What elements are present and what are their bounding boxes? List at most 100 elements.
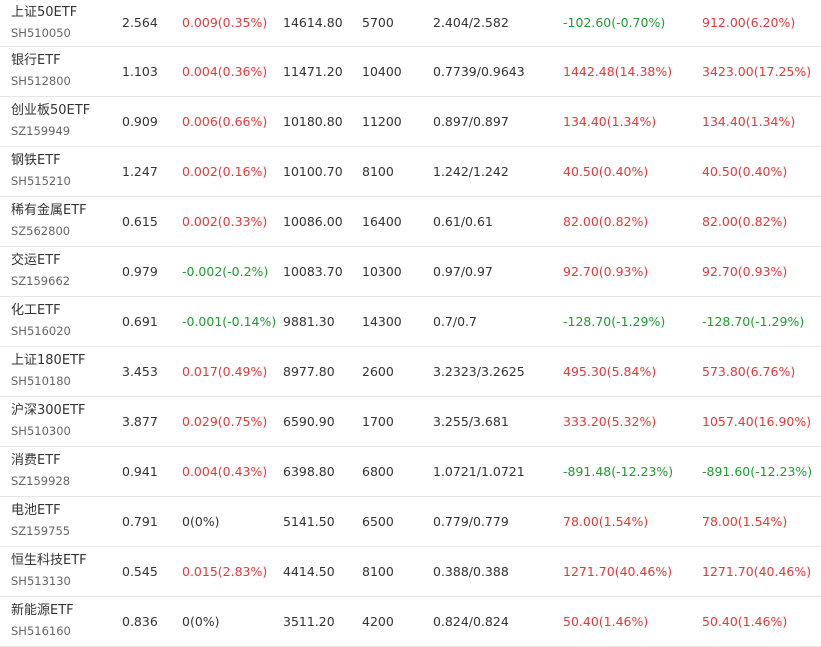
volume-cell: 8100 xyxy=(362,163,394,179)
total-pnl-cell: 1271.70(40.46%) xyxy=(702,563,812,579)
fund-cell[interactable]: 新能源ETF SH516160 xyxy=(0,596,122,646)
amount-cell: 11471.20 xyxy=(283,63,343,79)
bid-ask-cell: 2.404/2.582 xyxy=(433,15,509,31)
volume-cell: 4200 xyxy=(362,613,394,629)
fund-cell[interactable]: 创业板50ETF SZ159949 xyxy=(0,96,122,146)
pnl-cell: 1271.70(40.46%) xyxy=(563,563,673,579)
bid-ask-cell: 0.824/0.824 xyxy=(433,613,509,629)
change-cell: 0(0%) xyxy=(182,513,220,529)
change-cell: 0.009(0.35%) xyxy=(182,15,268,31)
amount-cell: 14614.80 xyxy=(283,15,343,31)
fund-name[interactable]: 上证50ETF xyxy=(11,4,78,20)
table-row[interactable]: 沪深300ETF SH510300 3.877 0.029(0.75%) 659… xyxy=(0,396,821,446)
price-cell: 0.941 xyxy=(122,463,158,479)
pnl-cell: 495.30(5.84%) xyxy=(563,363,657,379)
fund-name[interactable]: 上证180ETF xyxy=(11,353,86,368)
fund-name[interactable]: 交运ETF xyxy=(11,253,61,268)
table-row[interactable]: 电池ETF SZ159755 0.791 0(0%) 5141.50 6500 … xyxy=(0,496,821,546)
bid-ask-cell: 3.255/3.681 xyxy=(433,413,509,429)
amount-cell: 6590.90 xyxy=(283,413,335,429)
price-cell: 0.979 xyxy=(122,263,158,279)
bid-ask-cell: 0.388/0.388 xyxy=(433,563,509,579)
price-cell: 1.247 xyxy=(122,163,158,179)
table-row[interactable]: 交运ETF SZ159662 0.979 -0.002(-0.2%) 10083… xyxy=(0,246,821,296)
fund-cell[interactable]: 上证180ETF SH510180 xyxy=(0,346,122,396)
change-cell: 0.004(0.43%) xyxy=(182,463,268,479)
fund-code: SZ159662 xyxy=(11,274,71,288)
table-row[interactable]: 化工ETF SH516020 0.691 -0.001(-0.14%) 9881… xyxy=(0,296,821,346)
change-cell: -0.001(-0.14%) xyxy=(182,313,277,329)
table-row[interactable]: 钢铁ETF SH515210 1.247 0.002(0.16%) 10100.… xyxy=(0,146,821,196)
table-row[interactable]: 上证50ETF SH510050 2.564 0.009(0.35%) 1461… xyxy=(0,0,821,46)
pnl-cell: 40.50(0.40%) xyxy=(563,163,649,179)
fund-cell[interactable]: 沪深300ETF SH510300 xyxy=(0,396,122,446)
total-pnl-cell: 82.00(0.82%) xyxy=(702,213,788,229)
fund-code: SZ159755 xyxy=(11,524,71,538)
total-pnl-cell: 50.40(1.46%) xyxy=(702,613,788,629)
bid-ask-cell: 0.7/0.7 xyxy=(433,313,477,329)
fund-code: SZ562800 xyxy=(11,224,71,238)
change-cell: 0.017(0.49%) xyxy=(182,363,268,379)
fund-name[interactable]: 沪深300ETF xyxy=(11,403,86,418)
bid-ask-cell: 0.61/0.61 xyxy=(433,213,493,229)
fund-name[interactable]: 创业板50ETF xyxy=(11,103,91,118)
table-row[interactable]: 消费ETF SZ159928 0.941 0.004(0.43%) 6398.8… xyxy=(0,446,821,496)
volume-cell: 14300 xyxy=(362,313,402,329)
amount-cell: 9881.30 xyxy=(283,313,335,329)
amount-cell: 8977.80 xyxy=(283,363,335,379)
total-pnl-cell: 912.00(6.20%) xyxy=(702,15,796,31)
bid-ask-cell: 3.2323/3.2625 xyxy=(433,363,525,379)
price-cell: 3.877 xyxy=(122,413,158,429)
amount-cell: 10086.00 xyxy=(283,213,343,229)
pnl-cell: -891.48(-12.23%) xyxy=(563,463,674,479)
pnl-cell: 333.20(5.32%) xyxy=(563,413,657,429)
fund-cell[interactable]: 钢铁ETF SH515210 xyxy=(0,146,122,196)
total-pnl-cell: -891.60(-12.23%) xyxy=(702,463,813,479)
change-cell: 0.006(0.66%) xyxy=(182,113,268,129)
fund-name[interactable]: 银行ETF xyxy=(11,53,61,68)
fund-name[interactable]: 恒生科技ETF xyxy=(11,553,87,568)
fund-cell[interactable]: 上证50ETF SH510050 xyxy=(0,0,122,46)
change-cell: 0.002(0.33%) xyxy=(182,213,268,229)
table-row[interactable]: 新能源ETF SH516160 0.836 0(0%) 3511.20 4200… xyxy=(0,596,821,646)
volume-cell: 6800 xyxy=(362,463,394,479)
amount-cell: 10083.70 xyxy=(283,263,343,279)
pnl-cell: 78.00(1.54%) xyxy=(563,513,649,529)
pnl-cell: 134.40(1.34%) xyxy=(563,113,657,129)
price-cell: 3.453 xyxy=(122,363,158,379)
table-row[interactable]: 稀有金属ETF SZ562800 0.615 0.002(0.33%) 1008… xyxy=(0,196,821,246)
fund-code: SH512800 xyxy=(11,74,71,88)
fund-cell[interactable]: 电池ETF SZ159755 xyxy=(0,496,122,546)
fund-cell[interactable]: 化工ETF SH516020 xyxy=(0,296,122,346)
total-pnl-cell: -128.70(-1.29%) xyxy=(702,313,805,329)
fund-name[interactable]: 钢铁ETF xyxy=(11,153,61,168)
volume-cell: 11200 xyxy=(362,113,402,129)
fund-code: SH516160 xyxy=(11,624,71,638)
price-cell: 0.615 xyxy=(122,213,158,229)
pnl-cell: 92.70(0.93%) xyxy=(563,263,649,279)
pnl-cell: 50.40(1.46%) xyxy=(563,613,649,629)
total-pnl-cell: 573.80(6.76%) xyxy=(702,363,796,379)
fund-name[interactable]: 化工ETF xyxy=(11,303,61,318)
fund-cell[interactable]: 交运ETF SZ159662 xyxy=(0,246,122,296)
table-row[interactable]: 恒生科技ETF SH513130 0.545 0.015(2.83%) 4414… xyxy=(0,546,821,596)
fund-cell[interactable]: 稀有金属ETF SZ562800 xyxy=(0,196,122,246)
volume-cell: 10400 xyxy=(362,63,402,79)
fund-cell[interactable]: 银行ETF SH512800 xyxy=(0,46,122,96)
fund-cell[interactable]: 消费ETF SZ159928 xyxy=(0,446,122,496)
bid-ask-cell: 1.0721/1.0721 xyxy=(433,463,525,479)
bid-ask-cell: 0.779/0.779 xyxy=(433,513,509,529)
table-row[interactable]: 创业板50ETF SZ159949 0.909 0.006(0.66%) 101… xyxy=(0,96,821,146)
fund-name[interactable]: 新能源ETF xyxy=(11,603,74,618)
fund-cell[interactable]: 恒生科技ETF SH513130 xyxy=(0,546,122,596)
change-cell: 0.029(0.75%) xyxy=(182,413,268,429)
fund-name[interactable]: 电池ETF xyxy=(11,503,61,518)
fund-name[interactable]: 消费ETF xyxy=(11,453,61,468)
table-row[interactable]: 上证180ETF SH510180 3.453 0.017(0.49%) 897… xyxy=(0,346,821,396)
total-pnl-cell: 3423.00(17.25%) xyxy=(702,63,812,79)
price-cell: 0.909 xyxy=(122,113,158,129)
fund-name[interactable]: 稀有金属ETF xyxy=(11,203,87,218)
table-row[interactable]: 银行ETF SH512800 1.103 0.004(0.36%) 11471.… xyxy=(0,46,821,96)
fund-code: SZ159949 xyxy=(11,124,71,138)
volume-cell: 1700 xyxy=(362,413,394,429)
